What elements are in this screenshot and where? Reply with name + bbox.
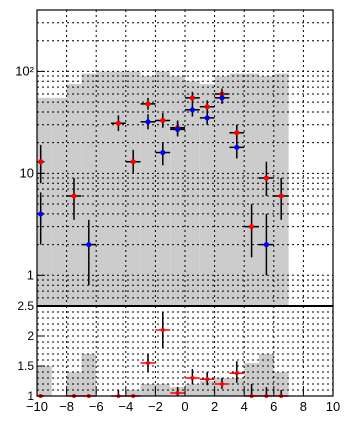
ratio-point <box>234 371 239 376</box>
top-band-bin <box>244 73 259 307</box>
ratio-point <box>175 391 180 395</box>
top-band-bin <box>229 73 245 307</box>
top-point-blue <box>175 126 181 132</box>
top-point-red <box>38 159 44 165</box>
ratio-band-bin <box>81 354 97 396</box>
ratio-band-bin <box>244 363 259 396</box>
ratio-ytick-label: 2.5 <box>17 299 34 313</box>
top-point-red <box>263 175 269 181</box>
ratio-point <box>220 382 224 386</box>
ratio-xtick-label: 0 <box>181 399 188 414</box>
top-band-bin <box>81 73 97 307</box>
top-point-blue <box>263 242 269 248</box>
ratio-point <box>205 377 210 382</box>
top-point-red <box>234 130 240 136</box>
top-point-blue <box>86 242 92 248</box>
top-point-red <box>204 104 210 110</box>
top-band-bin <box>37 97 52 306</box>
top-band-bin <box>170 76 185 306</box>
ratio-xtick-label: −8 <box>59 399 74 414</box>
ratio-ytick-label: 1 <box>27 389 34 403</box>
top-point-blue <box>234 144 240 150</box>
top-point-red <box>160 117 166 124</box>
top-point-blue <box>38 211 44 217</box>
top-point-red <box>249 224 255 230</box>
ratio-ytick-label: 1.5 <box>17 359 34 373</box>
ratio-xtick-label: −2 <box>148 399 163 414</box>
top-point-blue <box>219 95 225 101</box>
top-panel: 1 10 10² <box>15 9 334 307</box>
top-point-red <box>130 159 136 165</box>
ratio-xtick-label: 8 <box>300 399 307 414</box>
ratio-xtick-label: −4 <box>118 399 133 414</box>
top-ytick-label: 10 <box>20 165 34 180</box>
ratio-band-bin <box>259 354 274 396</box>
top-point-red <box>71 193 77 199</box>
ratio-point <box>190 376 195 380</box>
top-point-blue <box>204 115 210 121</box>
top-point-red <box>145 101 151 107</box>
ratio-xtick-label: −10 <box>26 399 48 414</box>
ratio-band-bin <box>229 378 245 396</box>
ratio-point <box>146 361 150 365</box>
top-band-bin <box>140 76 156 306</box>
top-ytick-label: 1 <box>27 267 34 282</box>
ratio-panel: 1 1.5 2 2.5 −10 −8 −6 −4 −2 0 2 4 6 8 10 <box>17 299 340 414</box>
top-band-bin <box>185 81 200 306</box>
ratio-xtick-label: 4 <box>241 399 248 414</box>
ratio-band-bin <box>199 381 215 396</box>
top-ytick-label: 10² <box>15 63 34 78</box>
top-point-red <box>189 95 195 101</box>
top-band-bin <box>214 76 230 306</box>
top-point-red <box>115 120 121 126</box>
ratio-band-bin <box>37 366 52 396</box>
top-point-red <box>278 193 284 199</box>
top-band-bin <box>51 97 67 306</box>
ratio-ytick-label: 2 <box>27 329 34 343</box>
top-point-blue <box>189 107 195 113</box>
ratio-xtick-label: 6 <box>270 399 277 414</box>
top-point-blue <box>145 119 151 125</box>
ratio-xtick-label: 10 <box>326 399 340 414</box>
top-band-bin <box>199 84 215 306</box>
ratio-xtick-label: 2 <box>211 399 218 414</box>
ratio-point <box>160 328 165 332</box>
ratio-xtick-label: −6 <box>89 399 104 414</box>
top-point-blue <box>160 149 166 156</box>
ratio-band-bin <box>125 390 141 396</box>
